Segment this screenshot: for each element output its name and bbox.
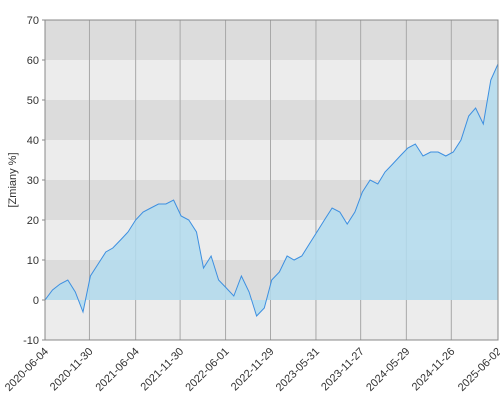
x-tick-label: 2024-11-26 — [410, 346, 458, 394]
y-tick-label: 40 — [27, 135, 39, 147]
plot-frame — [44, 19, 499, 341]
x-tick-label: 2020-11-30 — [48, 346, 96, 394]
y-tick-label: 30 — [27, 175, 39, 187]
x-tick-label: 2023-05-31 — [274, 346, 322, 394]
x-tick-label: 2021-11-30 — [139, 346, 187, 394]
y-axis-label: [Zmiany %] — [7, 152, 19, 207]
grid-band — [45, 60, 498, 100]
x-tick-label: 2024-05-29 — [364, 346, 412, 394]
grid-band — [45, 20, 498, 60]
grid-band — [45, 300, 498, 340]
x-tick-label: 2022-06-01 — [183, 346, 231, 394]
grid-band — [45, 100, 498, 140]
x-tick-label: 2021-06-04 — [93, 346, 141, 394]
y-tick-label: -10 — [23, 335, 39, 347]
x-tick-label: 2020-06-04 — [3, 346, 51, 394]
x-tick-label: 2023-11-27 — [319, 346, 367, 394]
area — [45, 64, 498, 316]
y-tick-label: 50 — [27, 95, 39, 107]
y-tick-label: 20 — [27, 215, 39, 227]
line — [44, 63, 499, 317]
y-tick-label: 10 — [27, 255, 39, 267]
y-tick-label: 70 — [27, 15, 39, 27]
y-tick-label: 60 — [27, 55, 39, 67]
x-tick-label: 2022-11-29 — [229, 346, 277, 394]
x-tick-label: 2025-06-02 — [456, 346, 500, 394]
y-tick-label: 0 — [33, 295, 39, 307]
